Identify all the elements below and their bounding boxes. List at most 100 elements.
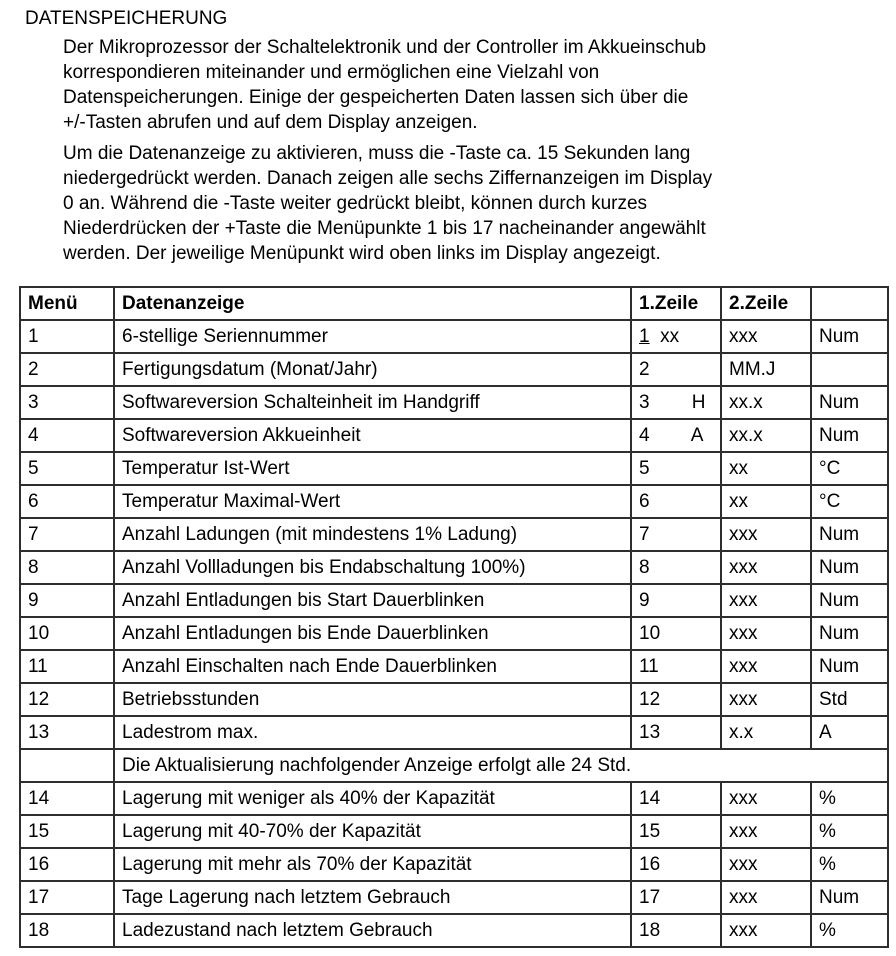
table-section-row: Die Aktualisierung nachfolgender Anzeige… xyxy=(19,748,889,783)
cell-unit: % xyxy=(810,847,889,882)
cell-menu: 1 xyxy=(19,319,115,354)
data-table: Menü Datenanzeige 1.Zeile 2.Zeile 1 6-stelli… xyxy=(19,286,889,948)
cell-menu: 8 xyxy=(19,550,115,585)
table-row: 11 Anzahl Einschalten nach Ende Dauerblin… xyxy=(19,649,889,684)
cell-zeile2: xxx xyxy=(720,616,812,651)
cell-unit: % xyxy=(810,913,889,948)
cell-datenanzeige: Anzahl Einschalten nach Ende Dauerblinke… xyxy=(113,649,632,684)
cell-unit: Num xyxy=(810,385,889,420)
cell-datenanzeige: Softwareversion Akkueinheit xyxy=(113,418,632,453)
cell-zeile1: 4 A xyxy=(630,418,722,453)
cell-menu: 9 xyxy=(19,583,115,618)
cell-zeile2: xxx xyxy=(720,649,812,684)
cell-zeile2: MM.J xyxy=(720,352,812,387)
cell-menu xyxy=(19,748,115,783)
cell-zeile2: x.x xyxy=(720,715,812,750)
cell-unit: Num xyxy=(810,583,889,618)
header-menu: Menü xyxy=(19,286,115,321)
cell-unit: % xyxy=(810,781,889,816)
cell-zeile2: xx xyxy=(720,484,812,519)
cell-zeile1: 9 xyxy=(630,583,722,618)
table-row: 17 Tage Lagerung nach letztem Gebrauch 17 x… xyxy=(19,880,889,915)
cell-menu: 17 xyxy=(19,880,115,915)
cell-menu: 11 xyxy=(19,649,115,684)
header-unit xyxy=(810,286,889,321)
cell-menu: 5 xyxy=(19,451,115,486)
table-row: 1 6-stellige Seriennummer 1 xx xxx Num xyxy=(19,319,889,354)
cell-zeile1: 13 xyxy=(630,715,722,750)
cell-unit: % xyxy=(810,814,889,849)
table-header: Menü Datenanzeige 1.Zeile 2.Zeile xyxy=(19,286,889,321)
cell-unit: Std xyxy=(810,682,889,717)
table-row: 7 Anzahl Ladungen (mit mindestens 1% Ladu… xyxy=(19,517,889,552)
cell-section-text: Die Aktualisierung nachfolgender Anzeige… xyxy=(113,748,889,783)
cell-zeile2: xxx xyxy=(720,517,812,552)
cell-zeile1: 15 xyxy=(630,814,722,849)
cell-zeile2: xxx xyxy=(720,583,812,618)
paragraph-line: Datenspeicherungen. Einige der gespeiche… xyxy=(63,87,689,108)
cell-menu: 16 xyxy=(19,847,115,882)
cell-zeile2: xx.x xyxy=(720,385,812,420)
cell-zeile1: 14 xyxy=(630,781,722,816)
cell-unit: Num xyxy=(810,319,889,354)
cell-menu: 10 xyxy=(19,616,115,651)
cell-zeile1: 10 xyxy=(630,616,722,651)
cell-datenanzeige: Anzahl Entladungen bis Start Dauerblinke… xyxy=(113,583,632,618)
cell-unit: A xyxy=(810,715,889,750)
cell-zeile1: 3 H xyxy=(630,385,722,420)
table-row: 18 Ladezustand nach letztem Gebrauch 18 xxx… xyxy=(19,913,889,948)
cell-zeile1: 11 xyxy=(630,649,722,684)
cell-datenanzeige: Tage Lagerung nach letztem Gebrauch xyxy=(113,880,632,915)
cell-zeile1: 2 xyxy=(630,352,722,387)
paragraph-line: Niederdrücken der +Taste die Menüpunkte … xyxy=(63,218,706,239)
cell-zeile2: xxx xyxy=(720,913,812,948)
cell-zeile2: xx xyxy=(720,451,812,486)
cell-datenanzeige: Anzahl Vollladungen bis Endabschaltung 1… xyxy=(113,550,632,585)
cell-unit: Num xyxy=(810,649,889,684)
cell-unit: Num xyxy=(810,880,889,915)
intro-paragraph-1: Der Mikroprozessor der Schaltelektronik … xyxy=(63,35,896,135)
header-zeile1: 1.Zeile xyxy=(630,286,722,321)
cell-zeile2: xx.x xyxy=(720,418,812,453)
intro-paragraph-2: Um die Datenanzeige zu aktivieren, muss … xyxy=(63,141,896,266)
cell-menu: 4 xyxy=(19,418,115,453)
cell-menu: 3 xyxy=(19,385,115,420)
cell-zeile1: 1 xx xyxy=(630,319,722,354)
cell-zeile2: xxx xyxy=(720,550,812,585)
cell-zeile1: 16 xyxy=(630,847,722,882)
table-row: 9 Anzahl Entladungen bis Start Dauerblink… xyxy=(19,583,889,618)
cell-zeile1: 17 xyxy=(630,880,722,915)
cell-datenanzeige: Ladestrom max. xyxy=(113,715,632,750)
cell-datenanzeige: Anzahl Entladungen bis Ende Dauerblinken xyxy=(113,616,632,651)
cell-datenanzeige: Softwareversion Schalteinheit im Handgri… xyxy=(113,385,632,420)
cell-datenanzeige: 6-stellige Seriennummer xyxy=(113,319,632,354)
cell-zeile1: 7 xyxy=(630,517,722,552)
paragraph-line: korrespondieren miteinander und ermöglic… xyxy=(63,62,600,83)
cell-datenanzeige: Lagerung mit mehr als 70% der Kapazität xyxy=(113,847,632,882)
cell-zeile1: 6 xyxy=(630,484,722,519)
table-row: 14 Lagerung mit weniger als 40% der Kapaz… xyxy=(19,781,889,816)
cell-unit: °C xyxy=(810,484,889,519)
cell-datenanzeige: Temperatur Ist-Wert xyxy=(113,451,632,486)
cell-unit xyxy=(810,352,889,387)
cell-menu: 6 xyxy=(19,484,115,519)
cell-unit: Num xyxy=(810,550,889,585)
cell-unit: Num xyxy=(810,517,889,552)
cell-zeile2: xxx xyxy=(720,319,812,354)
paragraph-line: werden. Der jeweilige Menüpunkt wird obe… xyxy=(63,243,661,264)
cell-menu: 18 xyxy=(19,913,115,948)
cell-zeile1: 5 xyxy=(630,451,722,486)
cell-menu: 12 xyxy=(19,682,115,717)
header-datenanzeige: Datenanzeige xyxy=(113,286,632,321)
table-row: 3 Softwareversion Schalteinheit im Handgr… xyxy=(19,385,889,420)
cell-zeile1: 8 xyxy=(630,550,722,585)
paragraph-line: Der Mikroprozessor der Schaltelektronik … xyxy=(63,37,707,58)
cell-menu: 15 xyxy=(19,814,115,849)
cell-zeile2: xxx xyxy=(720,847,812,882)
table-row: 12 Betriebsstunden 12 xxx Std xyxy=(19,682,889,717)
document-title: DATENSPEICHERUNG xyxy=(25,8,228,29)
table-row: 2 Fertigungsdatum (Monat/Jahr) 2 MM.J xyxy=(19,352,889,387)
cell-datenanzeige: Fertigungsdatum (Monat/Jahr) xyxy=(113,352,632,387)
